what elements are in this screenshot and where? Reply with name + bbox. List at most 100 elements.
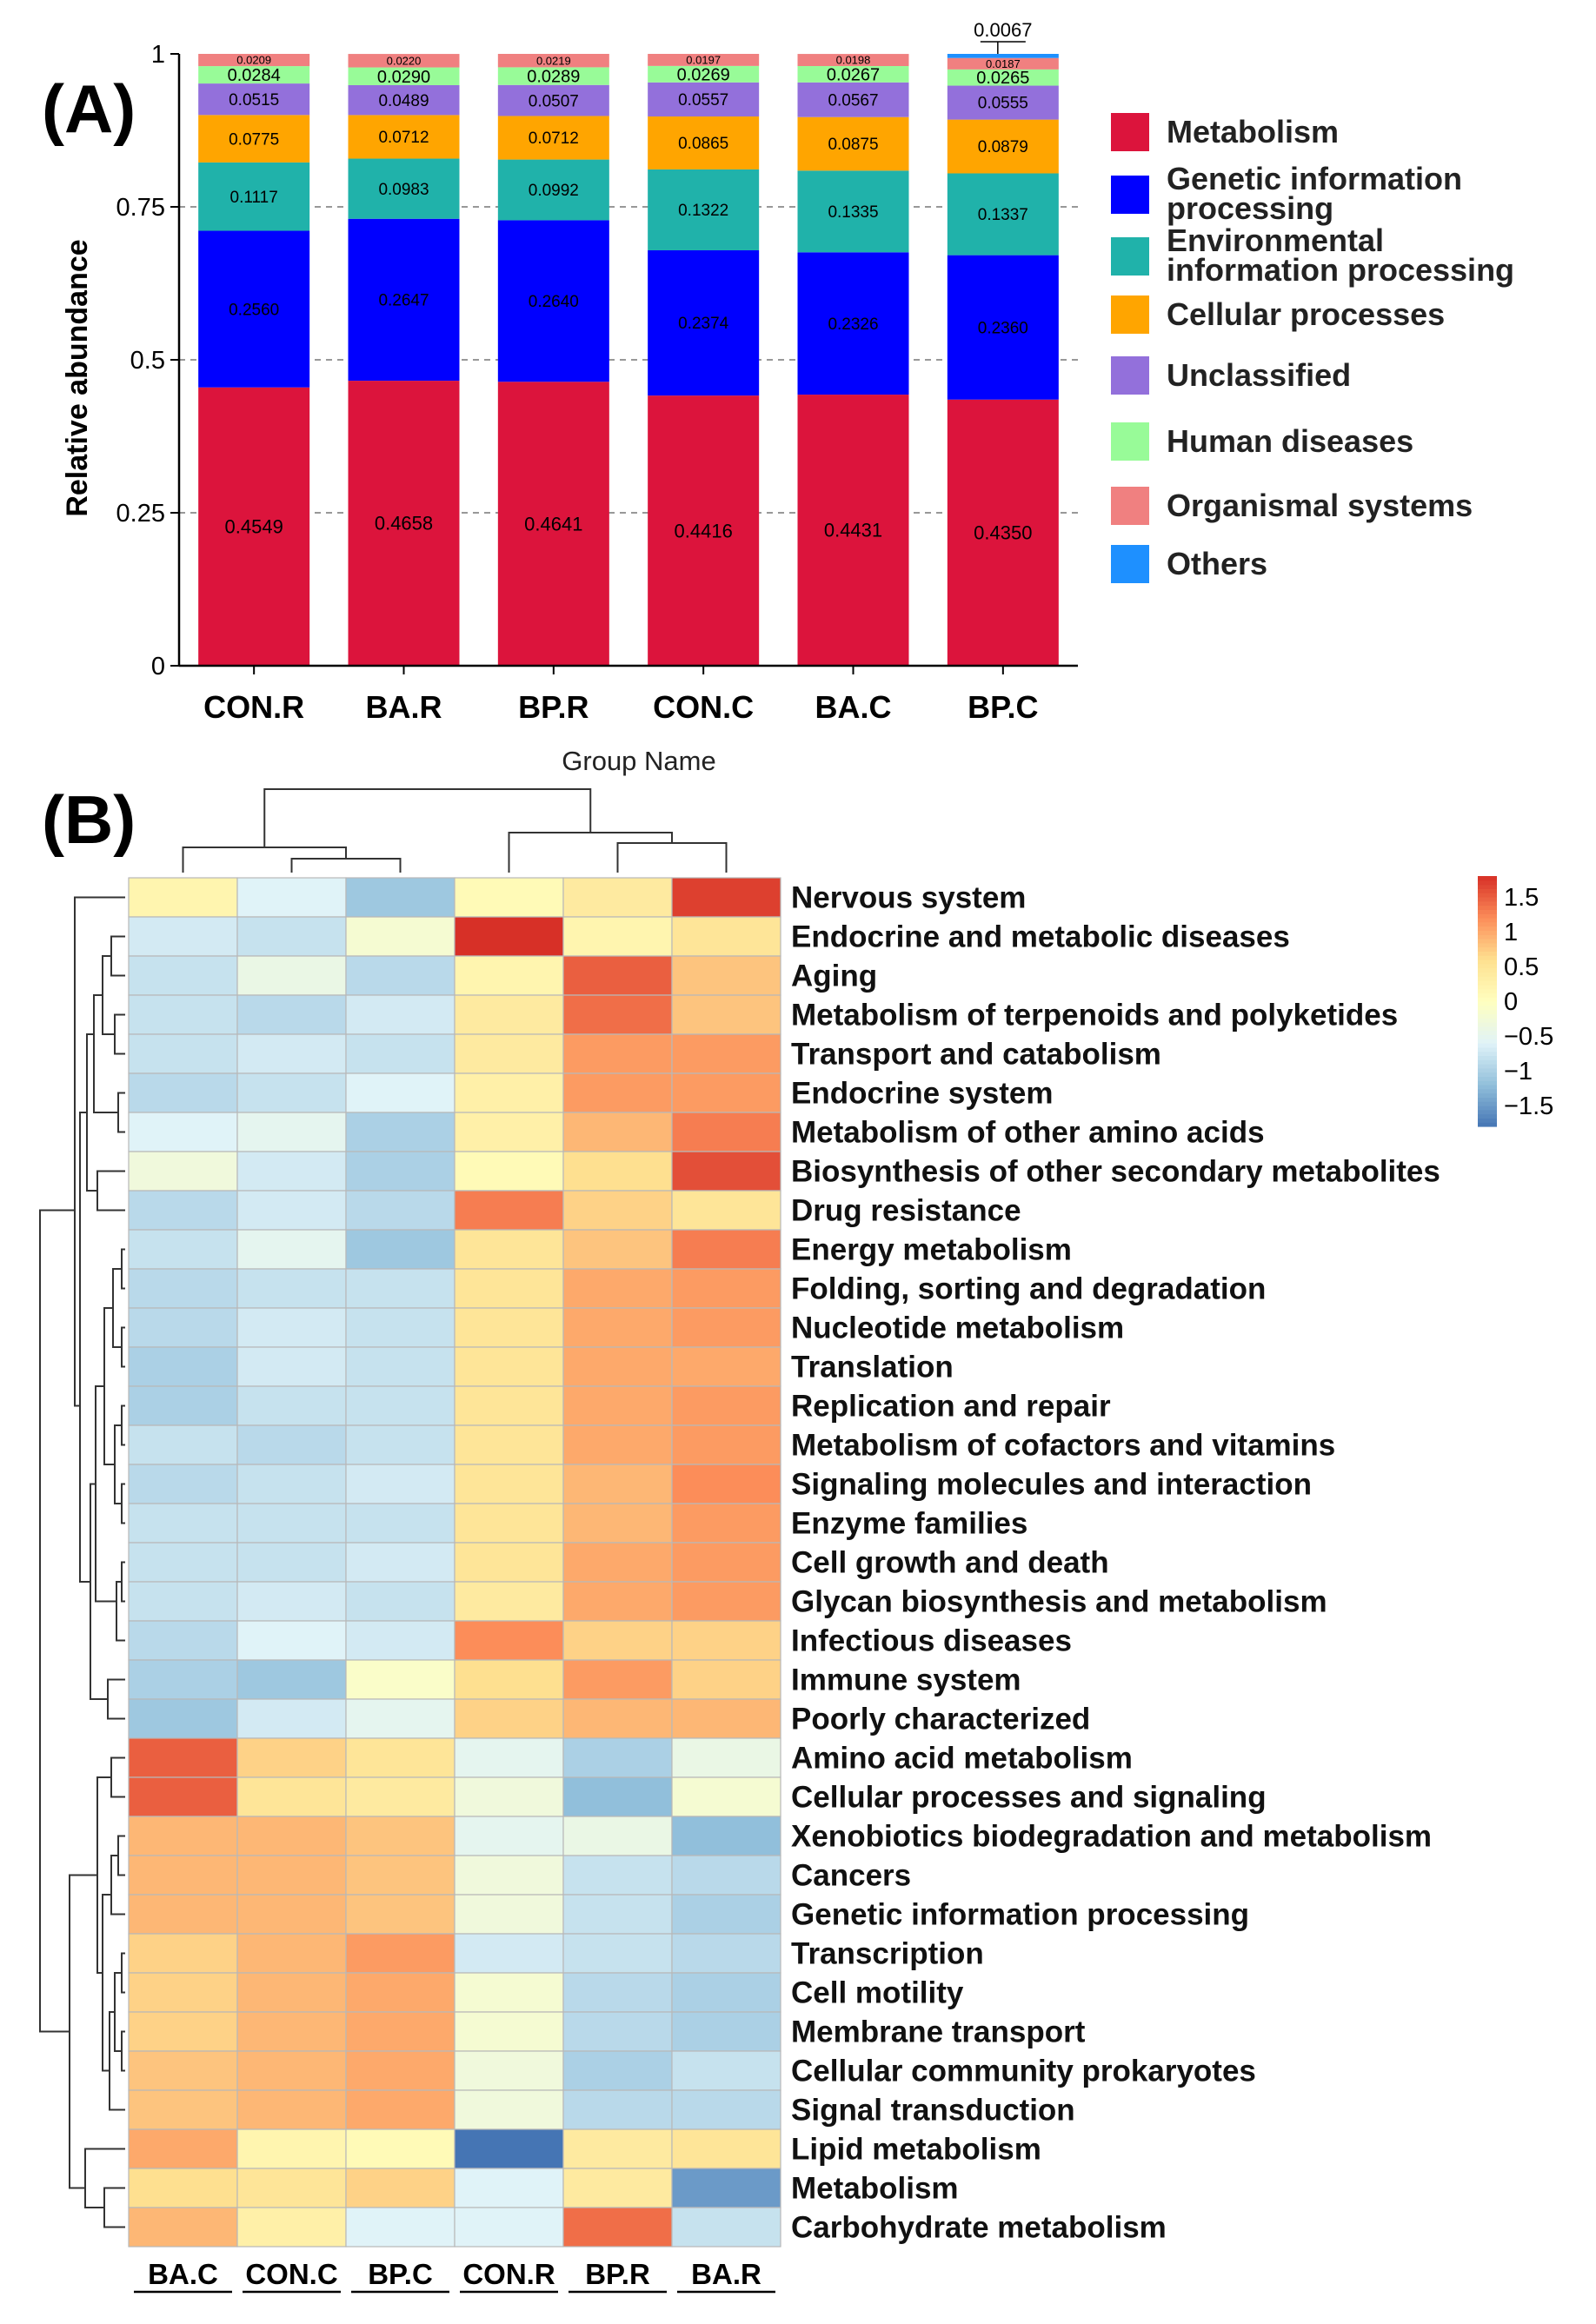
dendrogram-branch xyxy=(109,2011,125,2111)
heatmap-cell xyxy=(128,1072,238,1113)
heatmap-cell xyxy=(345,2050,456,2091)
heatmap-cell xyxy=(671,2207,781,2248)
dendrogram-branch xyxy=(102,955,115,1035)
bar-segment xyxy=(797,170,909,253)
bar-chart-bars: 0.45490.25600.11170.07750.05150.02840.02… xyxy=(198,19,1059,666)
heatmap-cell xyxy=(671,1659,781,1700)
heatmap-cell xyxy=(128,955,238,996)
heatmap-cell xyxy=(345,1542,456,1583)
heatmap-cell xyxy=(345,1346,456,1387)
heatmap-cell xyxy=(454,1346,564,1387)
bar-data-label: 0.1335 xyxy=(828,203,878,222)
colorbar-segment xyxy=(1478,951,1497,956)
bar-data-label: 0.0265 xyxy=(976,69,1029,88)
colorbar-segment xyxy=(1478,1051,1497,1056)
heatmap-cell xyxy=(454,1229,564,1270)
heatmap-cell xyxy=(128,1776,238,1817)
heatmap-row-label: Nucleotide metabolism xyxy=(791,1311,1124,1345)
heatmap-cell xyxy=(128,1190,238,1231)
x-tick-label: CON.C xyxy=(653,689,754,725)
bar-data-label: 0.2647 xyxy=(378,292,429,310)
bar-data-label: 0.0267 xyxy=(827,65,880,84)
bar-segment xyxy=(497,54,609,68)
bar-data-label: 0.0507 xyxy=(529,92,579,110)
bar-segment xyxy=(797,395,909,666)
heatmap-cell xyxy=(128,1033,238,1074)
colorbar-segment xyxy=(1478,893,1497,898)
x-tick-label: CON.R xyxy=(203,689,304,725)
colorbar-segment xyxy=(1478,1064,1497,1069)
heatmap-cell xyxy=(454,1816,564,1856)
heatmap-cell xyxy=(128,1581,238,1622)
heatmap-cell xyxy=(454,916,564,957)
dendrogram-branch xyxy=(110,1855,125,1916)
colorbar-segment xyxy=(1478,1022,1497,1027)
heatmap-cell xyxy=(454,1933,564,1974)
heatmap-cell xyxy=(562,1112,673,1152)
heatmap-cell xyxy=(236,1698,347,1739)
heatmap-cell xyxy=(345,1464,456,1504)
heatmap-cell xyxy=(128,877,238,918)
bar-segment xyxy=(797,82,909,117)
heatmap-cell xyxy=(562,1698,673,1739)
heatmap-column-label: CON.R xyxy=(462,2258,555,2290)
heatmap-cell xyxy=(128,916,238,957)
colorbar-segment xyxy=(1478,1034,1497,1039)
heatmap-colorbar: 1.5 1 0.5 0 −0.5 −1 −1.5 xyxy=(1478,876,1553,1127)
colorbar-segment xyxy=(1478,939,1497,944)
colorbar-segment xyxy=(1478,897,1497,902)
heatmap-cell xyxy=(671,1072,781,1113)
colorbar-segment xyxy=(1478,1001,1497,1006)
panel-b-label: (B) xyxy=(42,781,136,858)
heatmap-cell xyxy=(671,1229,781,1270)
colorbar-segment xyxy=(1478,934,1497,940)
heatmap-row-label: Cell motility xyxy=(791,1976,964,2010)
colorbar-segment xyxy=(1478,880,1497,886)
bar-segment xyxy=(198,83,310,116)
heatmap-cell xyxy=(345,1424,456,1465)
colorbar-segment xyxy=(1478,888,1497,893)
colorbar-segment xyxy=(1478,1067,1497,1073)
heatmap-row-label: Drug resistance xyxy=(791,1194,1021,1228)
heatmap-cell xyxy=(128,2207,238,2248)
bar-data-label: 0.0712 xyxy=(529,129,579,148)
heatmap-row-labels: Nervous system Endocrine and metabolic di… xyxy=(791,881,1440,2245)
colorbar-segment xyxy=(1478,1043,1497,1048)
bar-segment xyxy=(198,387,310,666)
heatmap-cell xyxy=(345,2168,456,2208)
heatmap-cell xyxy=(236,955,347,996)
heatmap-cell xyxy=(562,994,673,1035)
legend-swatch xyxy=(1111,295,1149,334)
heatmap-cell xyxy=(562,1855,673,1896)
bar-data-label: 0.0555 xyxy=(978,95,1028,113)
heatmap-cell xyxy=(671,1385,781,1426)
heatmap-cell xyxy=(128,1698,238,1739)
heatmap-cell xyxy=(454,1033,564,1074)
bar-segment xyxy=(947,85,1059,120)
legend-swatch xyxy=(1111,356,1149,395)
dendrogram-branch xyxy=(96,1170,125,1212)
dendrogram-branch xyxy=(182,847,347,873)
heatmap-cell xyxy=(345,1190,456,1231)
bar-data-label: 0.2326 xyxy=(828,315,878,334)
colorbar-segment xyxy=(1478,1013,1497,1019)
dendrogram-branch xyxy=(114,1424,122,1504)
colorbar-tick-label: 0 xyxy=(1504,988,1518,1016)
heatmap-cell xyxy=(671,2128,781,2169)
dendrogram-branch xyxy=(107,1678,125,1720)
callout-label: 0.0067 xyxy=(974,19,1032,41)
colorbar-segment xyxy=(1478,946,1497,952)
heatmap-cell xyxy=(454,955,564,996)
heatmap-cell xyxy=(671,1464,781,1504)
colorbar-tick-label: 1 xyxy=(1504,919,1518,946)
colorbar-segment xyxy=(1478,1059,1497,1065)
legend-label: Others xyxy=(1167,546,1267,581)
heatmap-cell xyxy=(236,2089,347,2130)
heatmap-cell xyxy=(236,2050,347,2091)
heatmap-cell xyxy=(454,1894,564,1935)
dendrogram-branch xyxy=(39,1209,75,2033)
bar-data-label: 0.4350 xyxy=(974,522,1032,544)
bar-segment xyxy=(348,158,460,219)
dendrogram-branch xyxy=(90,1483,108,1700)
bar-segment xyxy=(947,255,1059,400)
